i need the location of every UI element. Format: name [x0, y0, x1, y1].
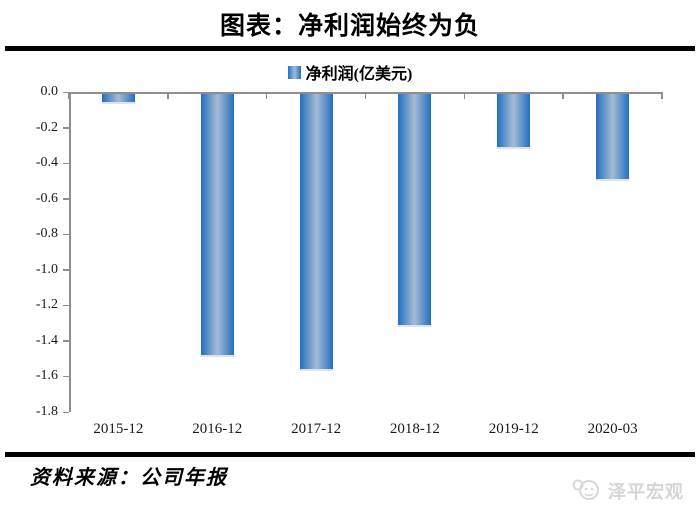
y-tick-label: -1.4 [35, 332, 58, 348]
y-tick-label: -0.6 [35, 190, 58, 206]
y-tick-label: -1.0 [35, 261, 58, 277]
x-tick-label: 2015-12 [93, 421, 144, 437]
y-tick-label: 0.0 [40, 84, 59, 99]
x-tick-label: 2020-03 [587, 421, 638, 437]
y-tick-label: -0.8 [35, 226, 58, 242]
bar [596, 93, 630, 181]
x-tick-mark [167, 92, 169, 99]
y-tick-label: -0.2 [35, 119, 58, 135]
y-tick-mark [63, 304, 69, 307]
y-tick-label: -0.4 [35, 155, 58, 171]
y-tick-mark [63, 198, 69, 200]
bar [200, 93, 234, 357]
y-tick-mark [63, 127, 69, 129]
y-tick-mark [63, 269, 69, 271]
y-tick-mark [63, 91, 69, 93]
x-tick-mark [562, 92, 564, 99]
page-title: 图表：净利润始终为负 [219, 13, 480, 40]
bar [398, 93, 432, 327]
legend-swatch-icon [287, 65, 301, 79]
watermark-text: 泽平宏观 [608, 482, 684, 502]
x-tick-mark [463, 92, 466, 99]
y-tick-mark [63, 233, 69, 236]
watermark: 泽平宏观 [572, 478, 684, 504]
source-note: 资料来源：公司年报 [30, 467, 228, 489]
y-tick-mark [63, 162, 69, 165]
x-tick-label: 2016-12 [192, 421, 243, 437]
y-tick-label: -1.6 [35, 368, 58, 384]
bar [101, 93, 135, 105]
legend-label: 净利润(亿美元) [305, 66, 413, 83]
bar [299, 93, 333, 372]
bar [497, 93, 531, 149]
chart-legend: 净利润(亿美元) [0, 62, 700, 83]
y-tick-mark [63, 340, 69, 342]
x-tick-label: 2017-12 [291, 421, 342, 437]
y-tick-label: -1.2 [35, 297, 58, 313]
y-axis-line [69, 92, 71, 412]
y-tick-mark [63, 375, 69, 378]
x-tick-mark [265, 92, 268, 99]
y-tick-mark [63, 411, 69, 413]
y-tick-label: -1.8 [35, 404, 58, 419]
x-tick-label: 2018-12 [389, 421, 440, 437]
top-divider-rule [5, 46, 695, 51]
brand-logo-icon [572, 479, 602, 503]
x-tick-label: 2019-12 [488, 421, 539, 437]
chart: 0.0 -0.2 -0.4 -0.6 -0.8 -1.0 -1.2 -1.4 -1.6 -1.8 2… [0, 84, 700, 452]
x-tick-mark [68, 92, 70, 99]
x-tick-mark [661, 92, 663, 99]
bottom-divider-rule [5, 452, 695, 457]
x-tick-mark [364, 92, 367, 99]
